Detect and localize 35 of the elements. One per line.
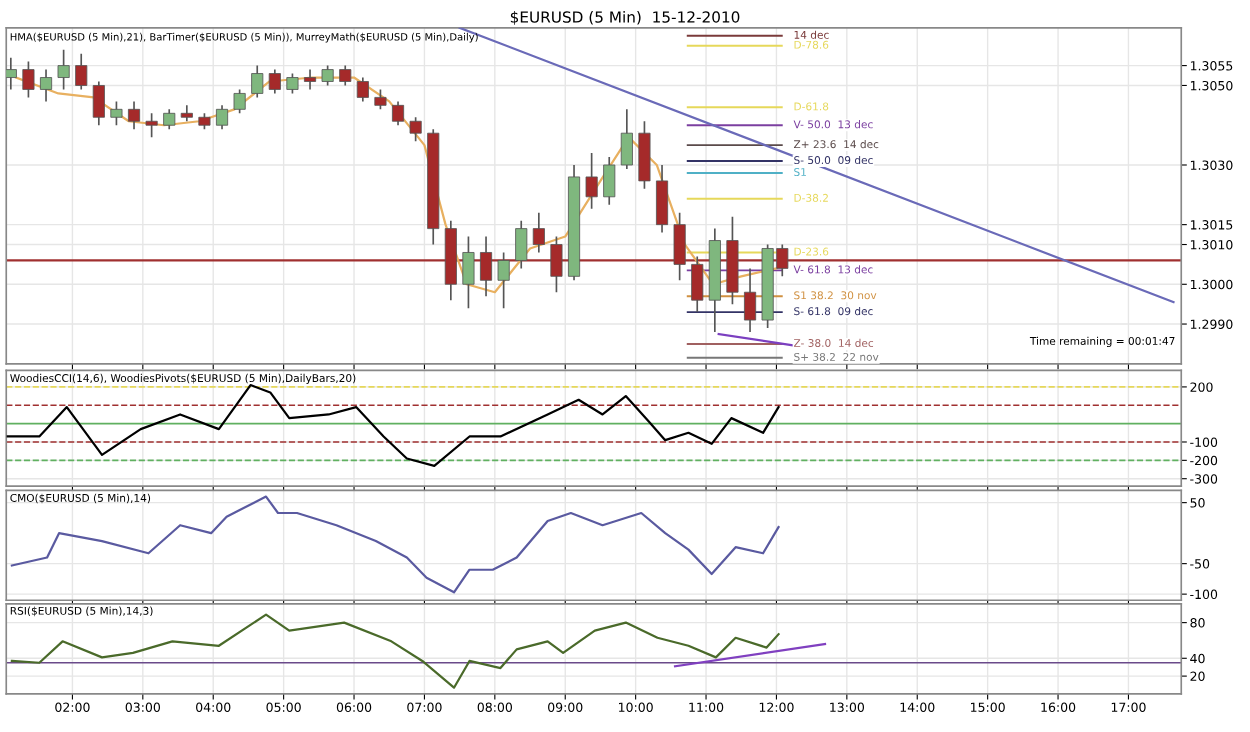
candlestick xyxy=(356,76,369,103)
candlestick xyxy=(6,56,17,91)
candlestick xyxy=(233,88,246,115)
candlestick xyxy=(39,68,53,103)
candlestick xyxy=(339,64,352,87)
candlestick xyxy=(163,108,176,131)
candlestick xyxy=(515,219,528,270)
candlestick xyxy=(92,80,105,127)
candlestick xyxy=(462,235,475,309)
candlestick xyxy=(620,108,633,170)
candlestick xyxy=(57,48,70,91)
candlestick xyxy=(303,68,317,91)
candlestick xyxy=(145,112,158,138)
line-series xyxy=(6,383,780,467)
candlestick xyxy=(251,64,264,99)
candlestick xyxy=(638,120,651,190)
candlestick xyxy=(75,52,88,91)
candlestick xyxy=(22,60,35,99)
candlestick xyxy=(391,100,405,127)
candlestick xyxy=(215,104,229,131)
candlestick xyxy=(585,152,598,210)
candlestick xyxy=(532,211,545,254)
candlestick xyxy=(321,64,334,87)
candlestick xyxy=(497,251,510,309)
candlestick xyxy=(268,68,281,95)
line-series xyxy=(10,613,780,689)
candlestick xyxy=(655,164,669,234)
candlestick xyxy=(603,156,616,206)
line-series xyxy=(10,495,780,594)
candlestick xyxy=(743,267,757,333)
candlestick xyxy=(374,88,387,111)
candlestick xyxy=(127,100,141,131)
candlestick xyxy=(286,72,299,95)
candlestick xyxy=(110,100,123,127)
candlestick xyxy=(409,116,422,142)
